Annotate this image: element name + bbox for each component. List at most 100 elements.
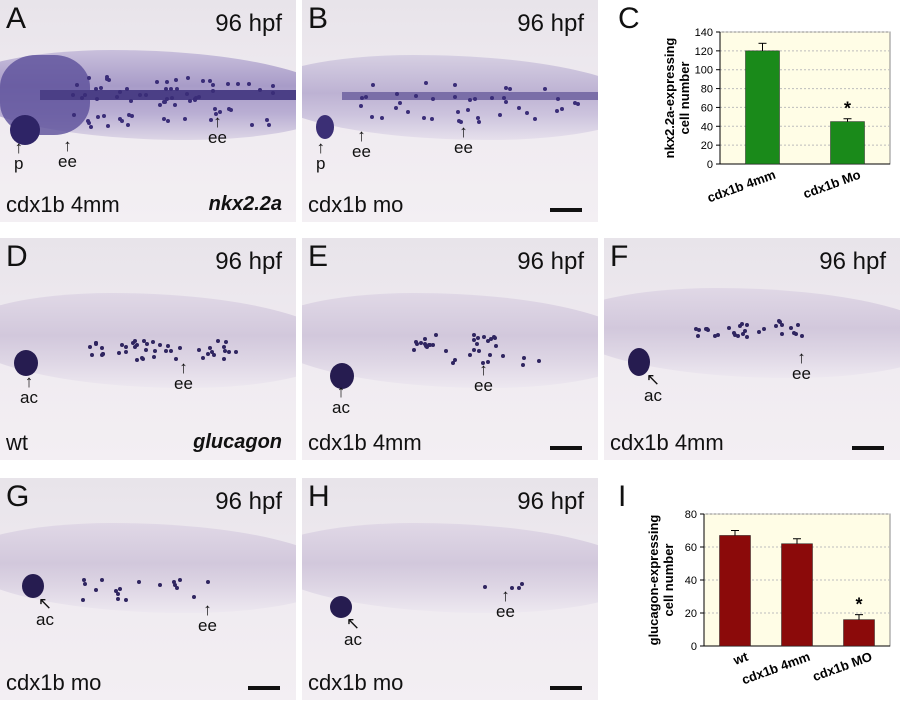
pancreas-spot <box>316 115 334 139</box>
marker-p: ↑ p <box>14 140 23 172</box>
panel-b: B 96 hpf ↑ p ↑ ee ↑ ee cdx1b mo <box>302 0 598 222</box>
time-label: 96 hpf <box>517 488 584 516</box>
bar-chart: 020406080100120140cdx1b 4mm*cdx1b Monkx2… <box>604 0 900 222</box>
condition-label: wt <box>6 430 28 456</box>
stained-cell <box>236 82 240 86</box>
stained-cell <box>490 96 494 100</box>
x-tick-label: cdx1b 4mm <box>705 167 777 206</box>
stained-cell <box>102 114 106 118</box>
marker-ee: ↑ ee <box>454 124 473 156</box>
stained-cell <box>472 333 476 337</box>
stained-cell <box>126 123 130 127</box>
panel-letter: E <box>308 240 328 274</box>
stained-cell <box>164 87 168 91</box>
scale-bar <box>550 208 582 212</box>
marker-ac: ↖ ac <box>344 616 362 648</box>
time-label: 96 hpf <box>517 10 584 38</box>
y-tick-label: 40 <box>685 575 697 587</box>
stained-cell <box>105 75 109 79</box>
stained-cell <box>423 337 427 341</box>
stained-cell <box>732 331 736 335</box>
stained-cell <box>517 106 521 110</box>
stained-cell <box>90 353 94 357</box>
stained-cell <box>165 80 169 84</box>
panel-letter: I <box>618 480 626 514</box>
x-tick-label: cdx1b 4mm <box>740 649 812 688</box>
stained-cell <box>214 112 218 116</box>
stained-cell <box>158 343 162 347</box>
stained-cell <box>738 324 742 328</box>
stained-cell <box>166 119 170 123</box>
panel-c-chart: C 0 20 40 60 80 100 120 140 cdx1b 4mm * cdx1b Mo nk… <box>604 0 900 222</box>
stained-cell <box>360 96 364 100</box>
stained-cell <box>412 348 416 352</box>
y-axis-label: nkx2.2a-expressingcell number <box>662 38 692 159</box>
stained-cell <box>151 340 155 344</box>
stained-cell <box>778 320 782 324</box>
stained-cell <box>502 96 506 100</box>
y-tick-label: 20 <box>701 140 713 152</box>
marker-ee: ↑ ee <box>352 128 371 160</box>
x-tick-label: cdx1b Mo <box>801 167 863 202</box>
stained-cell <box>138 93 142 97</box>
marker-p: ↑ p <box>316 140 325 172</box>
stained-cell <box>364 95 368 99</box>
stained-cell <box>271 91 275 95</box>
marker-ee: ↑ ee <box>174 360 193 392</box>
gene-label: glucagon <box>193 431 282 454</box>
y-tick-label: 60 <box>685 542 697 554</box>
panel-letter: D <box>6 240 28 274</box>
stained-cell <box>794 332 798 336</box>
stained-cell <box>137 580 141 584</box>
stained-cell <box>504 86 508 90</box>
panel-letter: C <box>618 2 640 36</box>
stained-cell <box>520 582 524 586</box>
stained-cell <box>94 341 98 345</box>
marker-ee: ↑ ee <box>496 588 515 620</box>
stained-cell <box>533 117 537 121</box>
stained-cell <box>116 597 120 601</box>
stained-cell <box>83 582 87 586</box>
marker-ac: ↖ ac <box>644 372 662 404</box>
stained-cell <box>120 343 124 347</box>
stained-cell <box>453 358 457 362</box>
stained-cell <box>174 78 178 82</box>
stained-cell <box>371 83 375 87</box>
marker-ee: ↑ ee <box>58 138 77 170</box>
panel-d: D 96 hpf ↑ ac ↑ ee wt glucagon <box>0 238 296 460</box>
x-tick-label: cdx1b MO <box>811 649 875 684</box>
stained-cell <box>175 586 179 590</box>
panel-letter: F <box>610 240 628 274</box>
stained-cell <box>727 326 731 330</box>
significance-marker: * <box>855 595 862 615</box>
stained-cell <box>144 93 148 97</box>
stained-cell <box>501 354 505 358</box>
scale-bar <box>248 686 280 690</box>
stained-cell <box>482 335 486 339</box>
stained-cell <box>736 334 740 338</box>
condition-label: cdx1b 4mm <box>308 430 422 456</box>
marker-ee: ↑ ee <box>792 350 811 382</box>
stained-cell <box>704 327 708 331</box>
stained-cell <box>476 336 480 340</box>
stained-cell <box>185 92 189 96</box>
condition-label: cdx1b mo <box>6 670 101 696</box>
y-tick-label: 20 <box>685 608 697 620</box>
bar <box>746 51 780 164</box>
y-tick-label: 140 <box>695 27 713 39</box>
stained-cell <box>164 349 168 353</box>
stained-cell <box>406 110 410 114</box>
stained-cell <box>197 348 201 352</box>
stained-cell <box>183 117 187 121</box>
stained-cell <box>124 350 128 354</box>
panel-g: G 96 hpf ↖ ac ↑ ee cdx1b mo <box>0 478 296 700</box>
stained-cell <box>117 351 121 355</box>
panel-i-chart: I 0 20 40 60 80 wt cdx1b 4mm * cdx1b MO glucagon-… <box>604 478 900 700</box>
panel-e: E 96 hpf ↑ ac ↑ ee cdx1b 4mm <box>302 238 598 460</box>
stained-cell <box>431 343 435 347</box>
stained-cell <box>81 598 85 602</box>
stained-cell <box>757 330 761 334</box>
stained-cell <box>94 588 98 592</box>
x-tick-label: wt <box>730 648 750 668</box>
scale-bar <box>852 446 884 450</box>
